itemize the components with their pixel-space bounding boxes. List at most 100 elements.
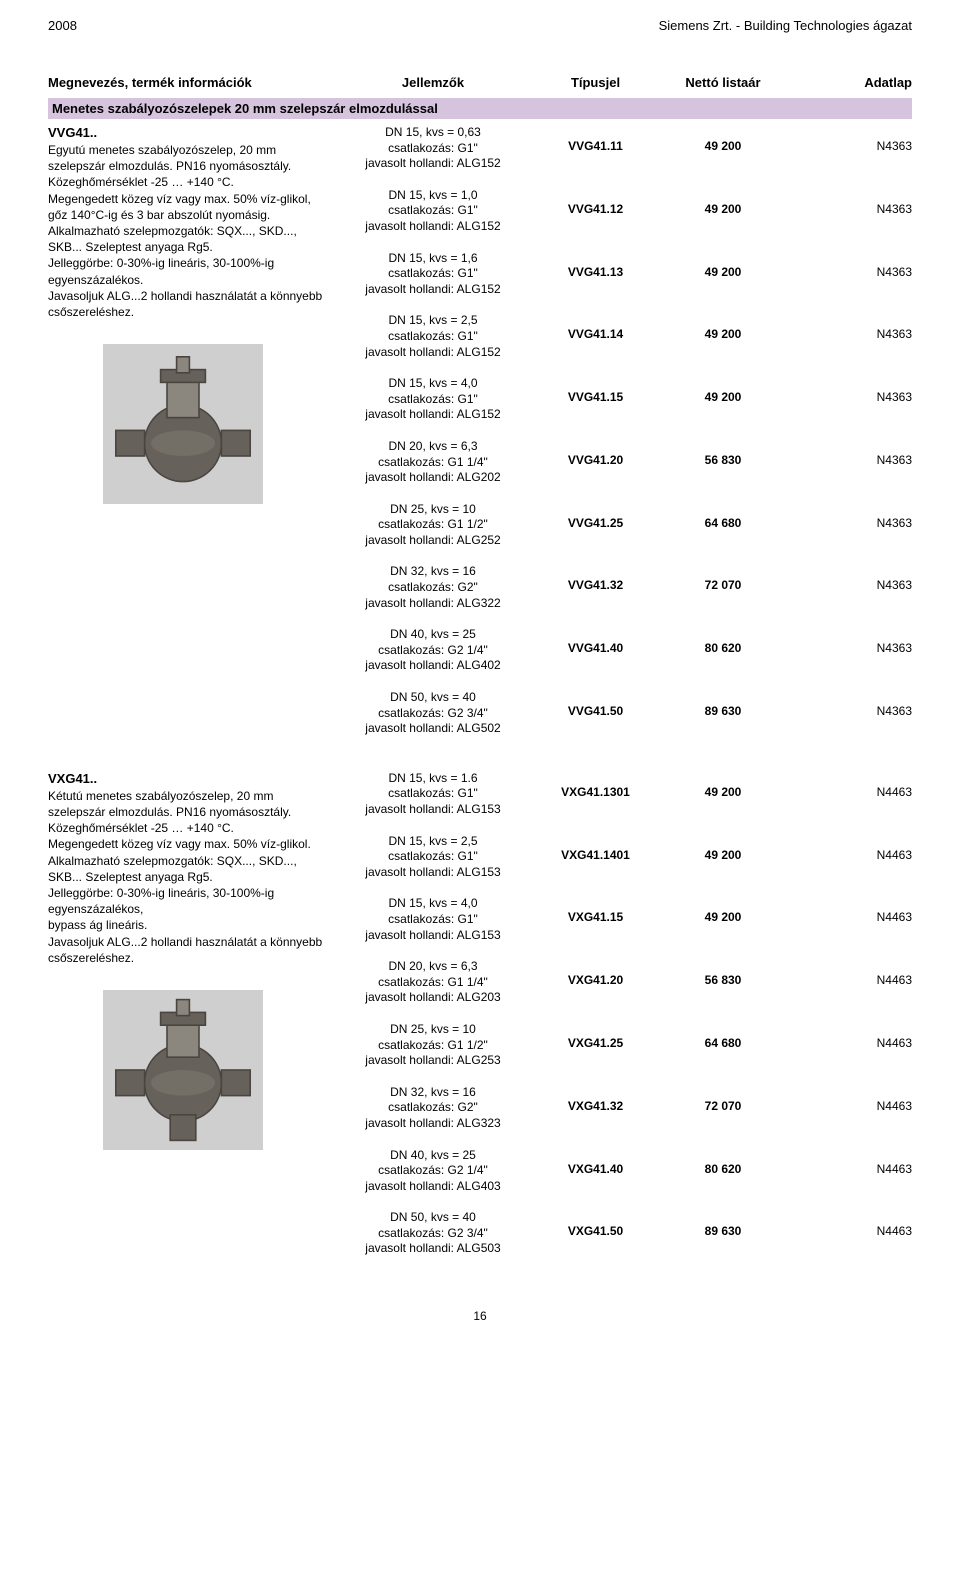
variant-spec: DN 15, kvs = 1.6csatlakozás: G1"javasolt… xyxy=(338,771,528,818)
variant-price: 64 680 xyxy=(663,1022,783,1069)
variant-spec: DN 15, kvs = 4,0csatlakozás: G1"javasolt… xyxy=(338,376,528,423)
col-price: Nettó listaár xyxy=(663,75,783,90)
variant-spec: DN 32, kvs = 16csatlakozás: G2"javasolt … xyxy=(338,1085,528,1132)
page-number: 16 xyxy=(48,1309,912,1323)
variant-spec: DN 40, kvs = 25csatlakozás: G2 1/4"javas… xyxy=(338,627,528,674)
col-spec: Jellemzők xyxy=(338,75,528,90)
variants-list: DN 15, kvs = 1.6csatlakozás: G1"javasolt… xyxy=(338,771,912,1273)
variant-row: DN 15, kvs = 4,0csatlakozás: G1"javasolt… xyxy=(338,376,912,423)
variant-spec: DN 20, kvs = 6,3csatlakozás: G1 1/4"java… xyxy=(338,439,528,486)
variant-spec: DN 15, kvs = 1,6csatlakozás: G1"javasolt… xyxy=(338,251,528,298)
variant-row: DN 32, kvs = 16csatlakozás: G2"javasolt … xyxy=(338,564,912,611)
variant-type: VXG41.15 xyxy=(528,896,663,943)
variant-spec: DN 50, kvs = 40csatlakozás: G2 3/4"javas… xyxy=(338,690,528,737)
variant-datasheet: N4363 xyxy=(783,251,912,298)
variant-row: DN 40, kvs = 25csatlakozás: G2 1/4"javas… xyxy=(338,627,912,674)
variant-type: VVG41.13 xyxy=(528,251,663,298)
variant-type: VVG41.32 xyxy=(528,564,663,611)
variant-row: DN 20, kvs = 6,3csatlakozás: G1 1/4"java… xyxy=(338,439,912,486)
variant-type: VXG41.20 xyxy=(528,959,663,1006)
variant-type: VVG41.50 xyxy=(528,690,663,737)
product-description: Kétutú menetes szabályozószelep, 20 mm s… xyxy=(48,788,328,966)
variant-type: VVG41.40 xyxy=(528,627,663,674)
variant-type: VVG41.14 xyxy=(528,313,663,360)
col-name: Megnevezés, termék információk xyxy=(48,75,338,90)
variant-datasheet: N4363 xyxy=(783,564,912,611)
variant-price: 89 630 xyxy=(663,1210,783,1257)
variant-price: 72 070 xyxy=(663,1085,783,1132)
variant-price: 56 830 xyxy=(663,959,783,1006)
variant-datasheet: N4463 xyxy=(783,834,912,881)
variant-type: VVG41.15 xyxy=(528,376,663,423)
variant-row: DN 40, kvs = 25csatlakozás: G2 1/4"javas… xyxy=(338,1148,912,1195)
variant-row: DN 15, kvs = 2,5csatlakozás: G1"javasolt… xyxy=(338,834,912,881)
variant-row: DN 15, kvs = 1.6csatlakozás: G1"javasolt… xyxy=(338,771,912,818)
variant-datasheet: N4363 xyxy=(783,188,912,235)
variant-datasheet: N4363 xyxy=(783,502,912,549)
variant-row: DN 20, kvs = 6,3csatlakozás: G1 1/4"java… xyxy=(338,959,912,1006)
variant-spec: DN 15, kvs = 0,63csatlakozás: G1"javasol… xyxy=(338,125,528,172)
header-year: 2008 xyxy=(48,18,77,33)
product-block: VVG41.. Egyutú menetes szabályozószelep, … xyxy=(48,125,912,753)
variant-datasheet: N4463 xyxy=(783,1022,912,1069)
variant-row: DN 25, kvs = 10csatlakozás: G1 1/2"javas… xyxy=(338,502,912,549)
variant-datasheet: N4463 xyxy=(783,1085,912,1132)
variant-spec: DN 50, kvs = 40csatlakozás: G2 3/4"javas… xyxy=(338,1210,528,1257)
variant-spec: DN 15, kvs = 1,0csatlakozás: G1"javasolt… xyxy=(338,188,528,235)
variant-row: DN 15, kvs = 1,0csatlakozás: G1"javasolt… xyxy=(338,188,912,235)
variant-price: 64 680 xyxy=(663,502,783,549)
valve-3way-icon xyxy=(103,990,263,1150)
variant-datasheet: N4363 xyxy=(783,627,912,674)
variant-price: 49 200 xyxy=(663,896,783,943)
variant-price: 80 620 xyxy=(663,627,783,674)
variant-type: VVG41.11 xyxy=(528,125,663,172)
variant-row: DN 50, kvs = 40csatlakozás: G2 3/4"javas… xyxy=(338,1210,912,1257)
variant-row: DN 15, kvs = 2,5csatlakozás: G1"javasolt… xyxy=(338,313,912,360)
variant-spec: DN 25, kvs = 10csatlakozás: G1 1/2"javas… xyxy=(338,1022,528,1069)
variant-price: 49 200 xyxy=(663,188,783,235)
product-image xyxy=(103,344,263,504)
variant-datasheet: N4363 xyxy=(783,439,912,486)
product-description: Egyutú menetes szabályozószelep, 20 mm s… xyxy=(48,142,328,320)
variant-datasheet: N4363 xyxy=(783,125,912,172)
variant-datasheet: N4463 xyxy=(783,1210,912,1257)
section-title: Menetes szabályozószelepek 20 mm szeleps… xyxy=(48,98,912,119)
variant-price: 49 200 xyxy=(663,771,783,818)
variant-row: DN 32, kvs = 16csatlakozás: G2"javasolt … xyxy=(338,1085,912,1132)
variant-price: 49 200 xyxy=(663,376,783,423)
variant-price: 56 830 xyxy=(663,439,783,486)
variant-datasheet: N4363 xyxy=(783,376,912,423)
header-company: Siemens Zrt. - Building Technologies ága… xyxy=(659,18,912,33)
variant-spec: DN 25, kvs = 10csatlakozás: G1 1/2"javas… xyxy=(338,502,528,549)
variant-datasheet: N4363 xyxy=(783,313,912,360)
product-name: VXG41.. xyxy=(48,771,328,786)
product-name: VVG41.. xyxy=(48,125,328,140)
variants-list: DN 15, kvs = 0,63csatlakozás: G1"javasol… xyxy=(338,125,912,753)
product-info: VXG41.. Kétutú menetes szabályozószelep, … xyxy=(48,771,338,1273)
variant-type: VXG41.1401 xyxy=(528,834,663,881)
variant-row: DN 50, kvs = 40csatlakozás: G2 3/4"javas… xyxy=(338,690,912,737)
variant-type: VXG41.40 xyxy=(528,1148,663,1195)
variant-spec: DN 15, kvs = 2,5csatlakozás: G1"javasolt… xyxy=(338,313,528,360)
variant-type: VXG41.50 xyxy=(528,1210,663,1257)
col-type: Típusjel xyxy=(528,75,663,90)
variant-datasheet: N4363 xyxy=(783,690,912,737)
variant-price: 89 630 xyxy=(663,690,783,737)
variant-datasheet: N4463 xyxy=(783,959,912,1006)
variant-price: 49 200 xyxy=(663,834,783,881)
product-info: VVG41.. Egyutú menetes szabályozószelep, … xyxy=(48,125,338,753)
variant-datasheet: N4463 xyxy=(783,896,912,943)
variant-spec: DN 40, kvs = 25csatlakozás: G2 1/4"javas… xyxy=(338,1148,528,1195)
variant-type: VXG41.1301 xyxy=(528,771,663,818)
page-header: 2008 Siemens Zrt. - Building Technologie… xyxy=(48,18,912,33)
col-sheet: Adatlap xyxy=(783,75,912,90)
variant-row: DN 15, kvs = 1,6csatlakozás: G1"javasolt… xyxy=(338,251,912,298)
variant-type: VXG41.25 xyxy=(528,1022,663,1069)
variant-datasheet: N4463 xyxy=(783,771,912,818)
variant-price: 49 200 xyxy=(663,251,783,298)
variant-spec: DN 15, kvs = 2,5csatlakozás: G1"javasolt… xyxy=(338,834,528,881)
variant-row: DN 15, kvs = 0,63csatlakozás: G1"javasol… xyxy=(338,125,912,172)
variant-type: VVG41.12 xyxy=(528,188,663,235)
valve-2way-icon xyxy=(103,344,263,504)
variant-spec: DN 20, kvs = 6,3csatlakozás: G1 1/4"java… xyxy=(338,959,528,1006)
